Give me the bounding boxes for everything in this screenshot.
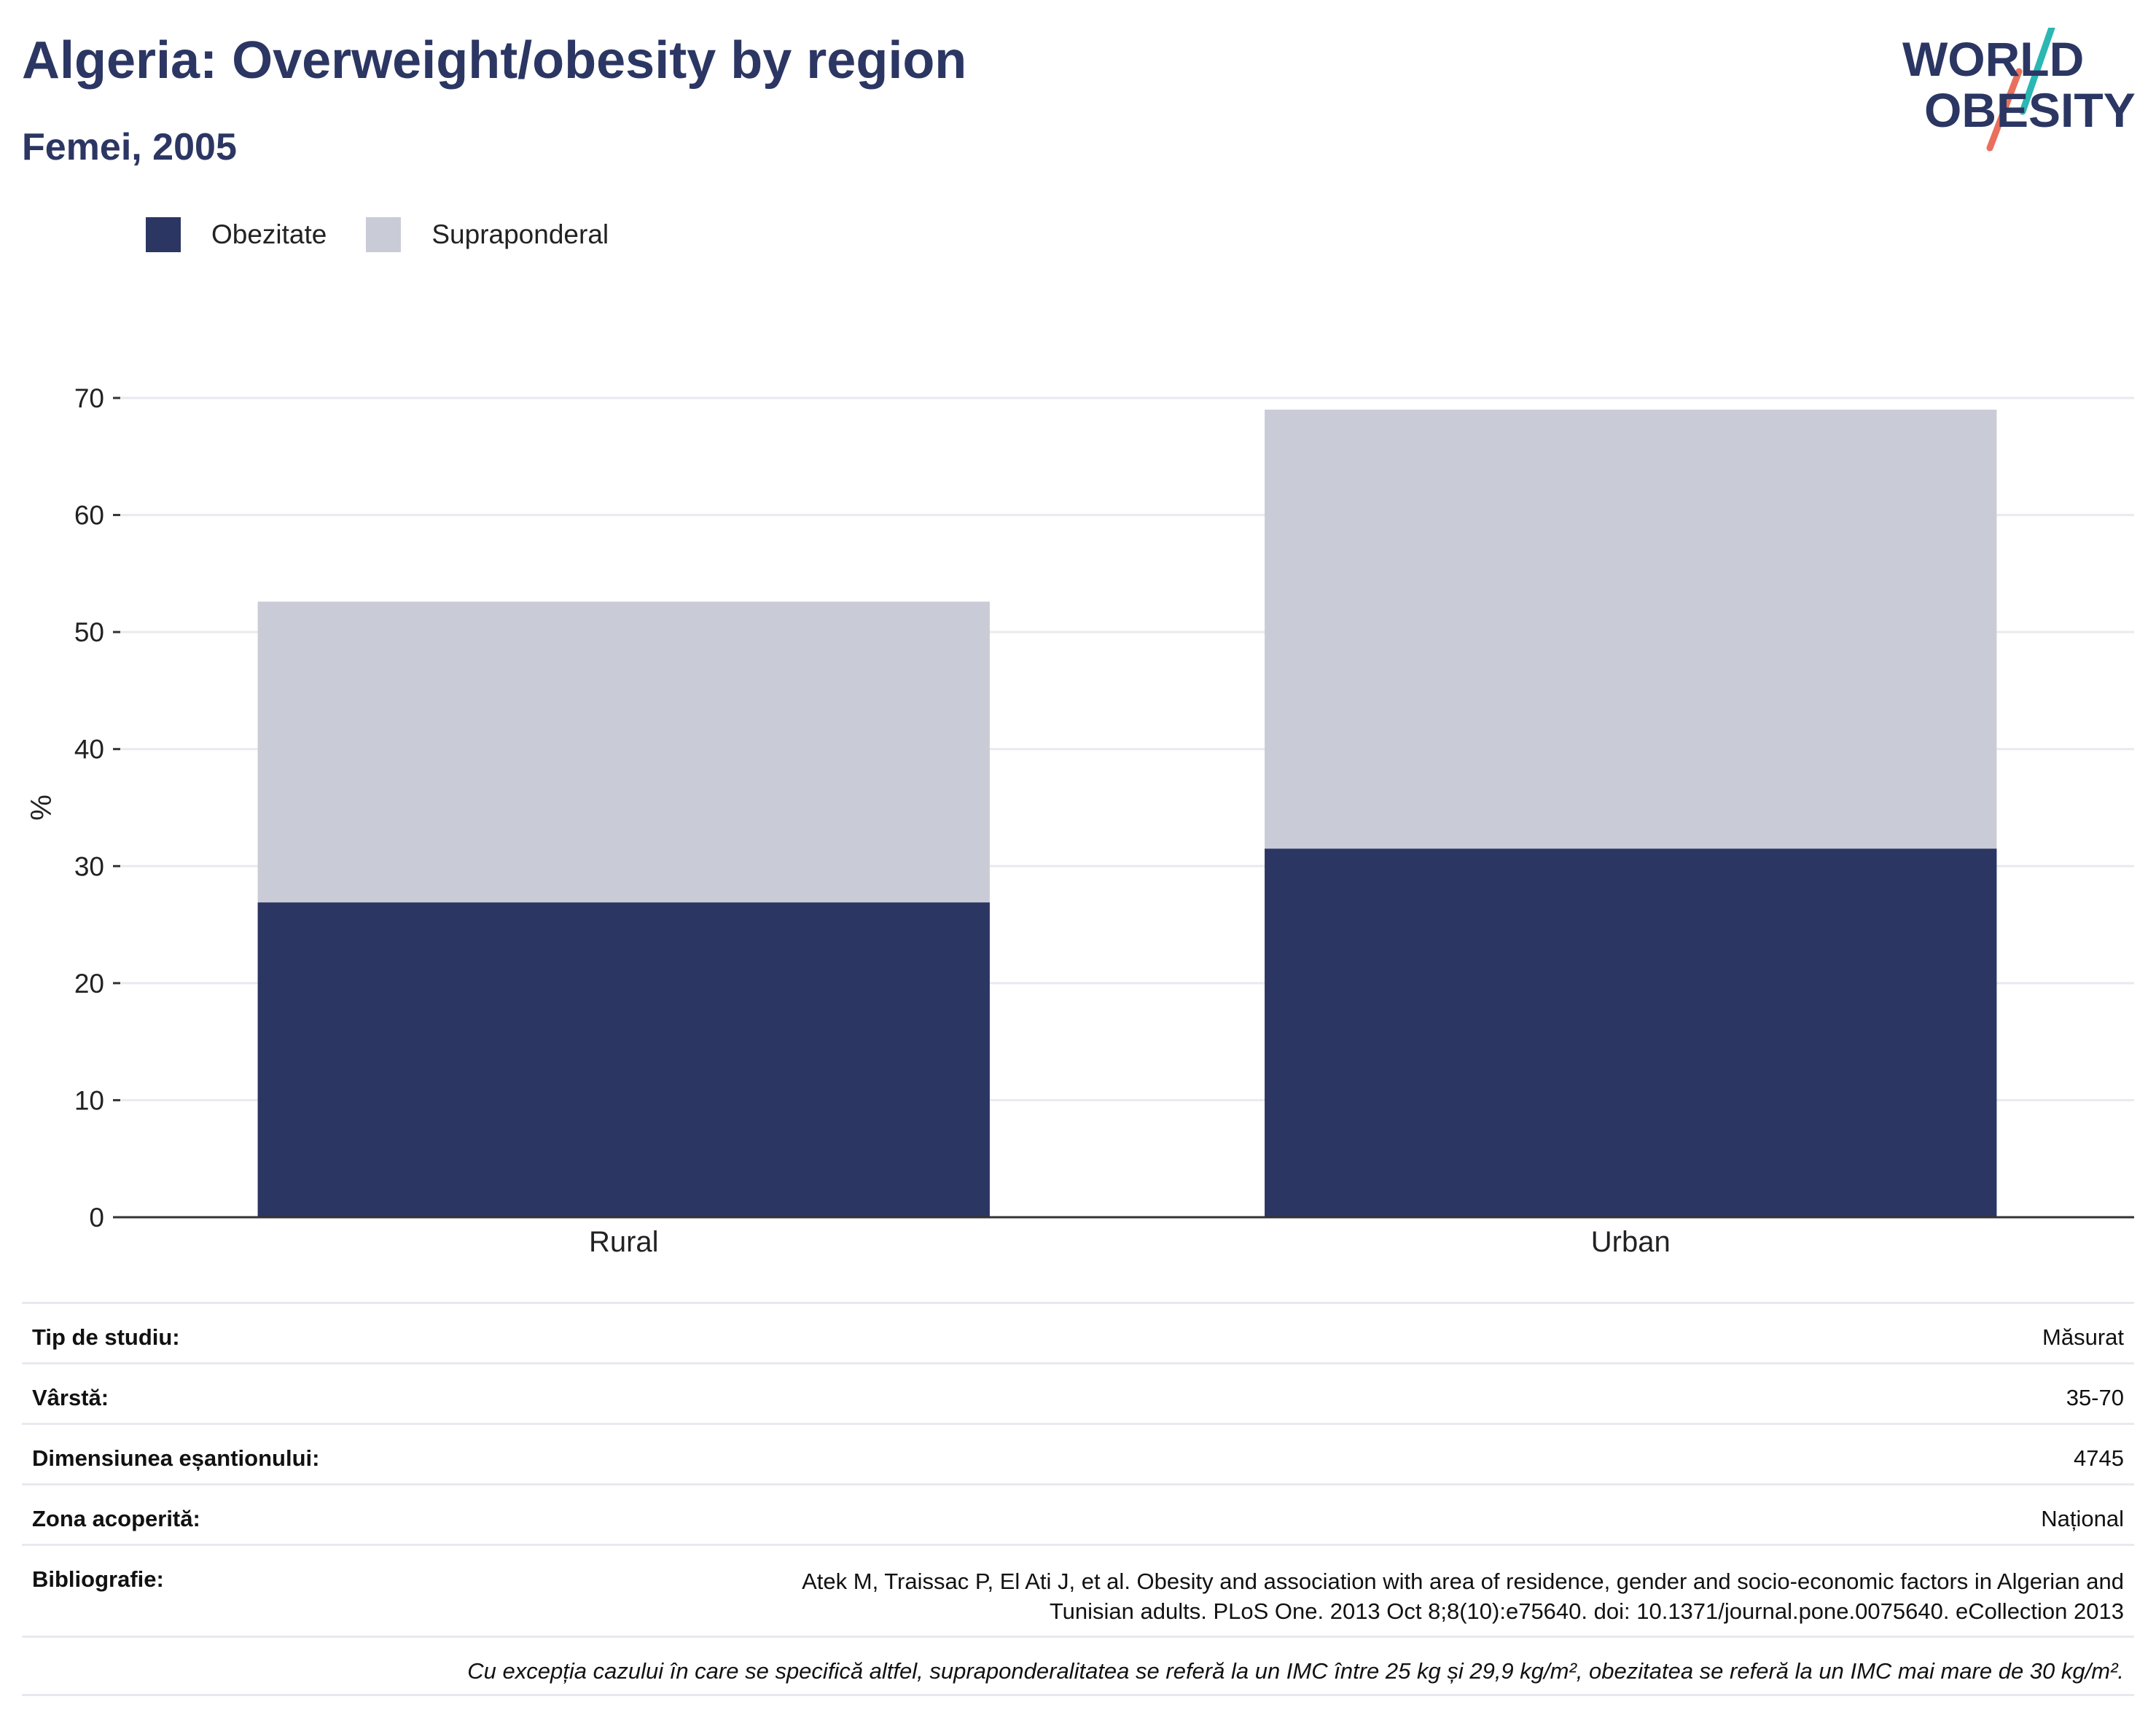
y-tick-label: 10 <box>74 1085 104 1115</box>
info-label-bibliography: Bibliografie: <box>32 1566 164 1592</box>
info-value-age: 35-70 <box>2066 1385 2124 1410</box>
legend-item-obesity[interactable]: Obezitate <box>146 217 327 252</box>
legend-swatch-obesity <box>146 217 181 252</box>
x-tick-label: Urban <box>1591 1226 1671 1258</box>
y-tick-label: 0 <box>89 1203 104 1233</box>
bar-overweight-urban <box>1265 410 1997 849</box>
y-tick-label: 50 <box>74 617 104 647</box>
info-row-age: Vârstă: 35-70 <box>22 1362 2134 1423</box>
info-label-study-type: Tip de studiu: <box>32 1324 180 1350</box>
info-label-sample-size: Dimensiunea eșantionului: <box>32 1445 320 1471</box>
legend-label-obesity: Obezitate <box>211 219 327 249</box>
info-row-coverage: Zona acoperită: Național <box>22 1483 2134 1544</box>
info-label-coverage: Zona acoperită: <box>32 1506 200 1531</box>
info-label-age: Vârstă: <box>32 1385 109 1410</box>
x-tick-label: Rural <box>589 1226 659 1258</box>
info-value-sample-size: 4745 <box>2074 1445 2124 1471</box>
legend-item-overweight[interactable]: Supraponderal <box>366 217 609 252</box>
info-value-study-type: Măsurat <box>2042 1324 2124 1350</box>
study-info-table: Tip de studiu: Măsurat Vârstă: 35-70 Dim… <box>22 1302 2134 1696</box>
logo-teal-slash <box>2019 28 2055 115</box>
info-row-study-type: Tip de studiu: Măsurat <box>22 1302 2134 1362</box>
logo-coral-slash <box>1986 68 2023 152</box>
y-tick-label: 60 <box>74 501 104 531</box>
legend-swatch-overweight <box>366 217 402 252</box>
bibliography-line-2: Tunisian adults. PLoS One. 2013 Oct 8;8(… <box>1049 1598 2124 1624</box>
y-tick-label: 40 <box>74 735 104 765</box>
chart-subtitle: Femei, 2005 <box>22 126 237 168</box>
bar-overweight-rural <box>257 601 990 903</box>
bar-chart: 0 10 20 30 40 50 60 70% Rural Urban <box>26 383 2134 1258</box>
info-value-bibliography: Atek M, Traissac P, El Ati J, et al. Obe… <box>802 1566 2124 1626</box>
info-row-bibliography: Bibliografie: Atek M, Traissac P, El Ati… <box>22 1544 2134 1636</box>
y-axis-label: % <box>26 794 58 821</box>
y-tick-label: 30 <box>74 851 104 881</box>
logo-line2: OBESITY <box>1924 83 2136 137</box>
bibliography-line-1: Atek M, Traissac P, El Ati J, et al. Obe… <box>802 1569 2124 1594</box>
info-row-sample-size: Dimensiunea eșantionului: 4745 <box>22 1423 2134 1483</box>
chart-legend: Obezitate Supraponderal <box>146 217 648 252</box>
logo-line1: WORLD <box>1902 32 2084 86</box>
definition-note: Cu excepția cazului în care se specifică… <box>467 1658 2124 1684</box>
info-value-coverage: Național <box>2041 1506 2124 1531</box>
world-obesity-logo: WORLD OBESITY <box>1902 28 2136 152</box>
info-row-note: Cu excepția cazului în care se specifică… <box>22 1636 2134 1696</box>
y-tick-label: 70 <box>74 383 104 413</box>
bar-obesity-urban <box>1265 848 1997 1217</box>
chart-title: Algeria: Overweight/obesity by region <box>22 31 967 90</box>
y-tick-label: 20 <box>74 969 104 999</box>
bar-obesity-rural <box>257 902 990 1217</box>
legend-label-overweight: Supraponderal <box>431 219 609 249</box>
